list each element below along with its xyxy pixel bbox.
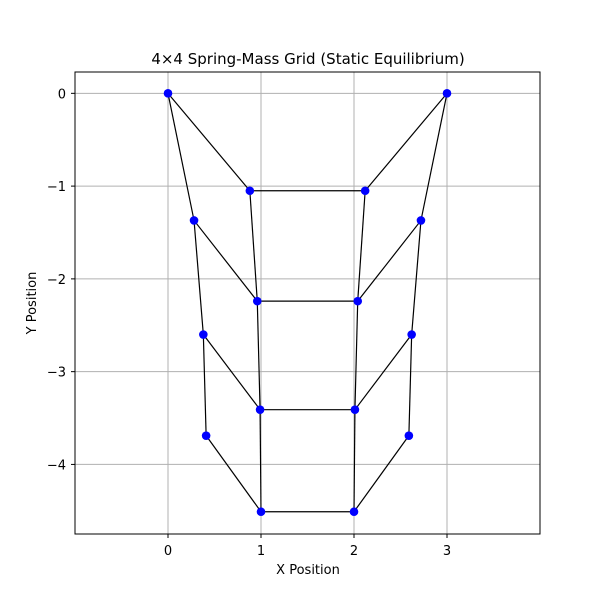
spring-line [167, 92, 251, 192]
mass-node-point [350, 405, 360, 414]
mass-node-point [201, 431, 211, 440]
nodes-layer [163, 89, 452, 517]
spring-line [420, 93, 448, 221]
x-tick-label: 1 [257, 544, 265, 559]
y-tick-label: −4 [47, 458, 66, 473]
mass-node-point [442, 89, 452, 98]
mass-node-point [163, 89, 173, 98]
mass-node-point [189, 216, 199, 225]
chart-title: 4×4 Spring-Mass Grid (Static Equilibrium… [151, 50, 464, 68]
spring-line [167, 93, 195, 221]
spring-line [354, 301, 359, 410]
y-tick-label: −3 [47, 366, 66, 381]
grid-lines [75, 72, 540, 534]
mass-node-point [353, 296, 363, 306]
mass-node-point [404, 431, 414, 440]
spring-line [256, 301, 261, 410]
mass-node-point [255, 405, 265, 414]
spring-line [364, 92, 448, 192]
x-tick-label: 3 [443, 544, 451, 559]
mass-node-point [407, 330, 416, 339]
mass-node-point [416, 216, 426, 225]
spring-line [205, 435, 262, 513]
spring-line [259, 409, 262, 512]
plot-frame [74, 71, 541, 535]
spring-line [357, 220, 422, 302]
spring-line [249, 190, 258, 302]
spring-line [353, 409, 356, 512]
axis-ticks: 0 1 2 3 0 −1 −2 −3 −4 [47, 87, 451, 559]
x-tick-label: 0 [164, 544, 172, 559]
y-tick-label: 0 [58, 87, 66, 102]
mass-node-point [245, 186, 255, 196]
mass-node-point [252, 296, 262, 306]
y-tick-label: −1 [47, 180, 66, 195]
spring-line [202, 334, 207, 436]
y-axis-title: Y Position [25, 272, 40, 336]
spring-line [193, 220, 204, 335]
spring-line [353, 435, 410, 513]
spring-line [357, 190, 366, 302]
mass-node-point [360, 186, 370, 196]
spring-line [411, 220, 422, 335]
spring-line [193, 220, 258, 302]
spring-line [408, 334, 413, 436]
mass-node-point [256, 507, 266, 517]
y-tick-label: −2 [47, 273, 66, 288]
spring-line [202, 334, 261, 411]
mass-node-point [199, 330, 208, 339]
mass-node-point [349, 507, 359, 517]
x-tick-label: 2 [350, 544, 358, 559]
springs-layer [167, 92, 448, 513]
spring-line [354, 334, 413, 411]
x-axis-title: X Position [276, 563, 340, 578]
